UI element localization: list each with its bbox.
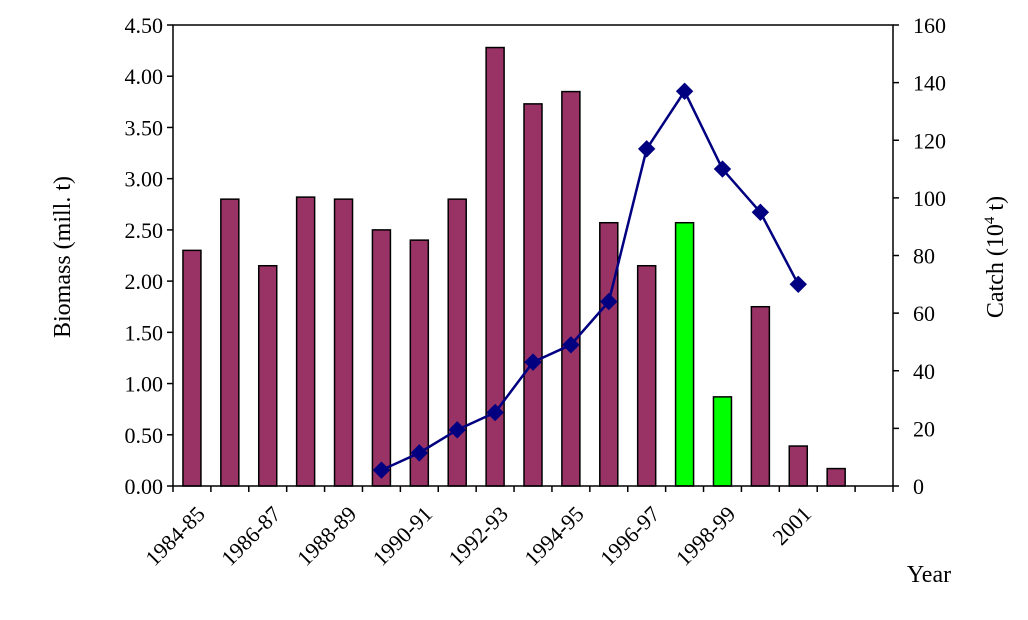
bar-1989-90 — [371, 229, 392, 487]
x-tick-label: 1996-97 — [595, 501, 665, 571]
bar-1996-97 — [636, 264, 657, 487]
bar-1993-94 — [523, 103, 543, 487]
x-tick-label: 1992-93 — [443, 501, 513, 571]
y-tick-label: 4.00 — [125, 64, 164, 89]
x-axis: 1984-85 1986-87 1988-89 1990-91 1992-93 1994-… — [140, 486, 894, 571]
y-tick-label: 3.00 — [125, 167, 164, 192]
catch-point-1992-93 — [486, 403, 504, 422]
y-tick-label: 4.50 — [125, 13, 164, 38]
catch-point-1989-90 — [372, 461, 391, 479]
catch-point-1991-92 — [448, 421, 466, 439]
bar-2001-02 — [826, 467, 846, 487]
y-tick-label: 2.50 — [125, 218, 164, 243]
bar-1985-86 — [220, 198, 240, 487]
bar-2000-01 — [788, 445, 809, 487]
x-tick-label: 1998-99 — [671, 501, 741, 571]
y-tick-label: 3.50 — [125, 115, 164, 140]
x-axis-title: Year — [907, 562, 951, 588]
y2-axis-title-sup: 4 — [982, 216, 998, 224]
y2-axis-title-suffix: t) — [983, 196, 1009, 217]
bar-1999-00 — [750, 305, 771, 487]
y-tick-label: 0.00 — [125, 474, 164, 499]
y2-axis-title-prefix: Catch (10 — [983, 224, 1009, 318]
y-tick-label: 1.50 — [125, 320, 164, 345]
y2-tick-label: 60 — [913, 301, 935, 326]
bar-1991-92 — [447, 198, 467, 487]
bars — [182, 46, 846, 487]
bar-1984-85 — [182, 249, 202, 487]
x-tick-label: 1984-85 — [140, 501, 210, 571]
catch-series — [372, 82, 807, 479]
catch-point-1990-91 — [410, 444, 429, 462]
catch-point-2000-01 — [789, 275, 807, 294]
y2-axis-title: Catch (104 t) — [982, 196, 1009, 318]
y2-tick-label: 80 — [913, 244, 935, 269]
y2-tick-label: 140 — [913, 71, 946, 96]
catch-point-1995-96 — [600, 292, 618, 311]
catch-line — [380, 88, 800, 472]
x-tick-label: 1988-89 — [292, 501, 362, 571]
y-axis-left: 0.00 0.50 1.00 1.50 2.00 2.50 3.00 3.50 4.00 4.50 — [125, 13, 173, 499]
y2-tick-label: 40 — [913, 359, 935, 384]
x-tick-label: 1986-87 — [216, 501, 286, 571]
catch-point-1999-00 — [751, 203, 770, 221]
catch-point-1994-95 — [562, 336, 580, 354]
y-axis-title: Biomass (mill. t) — [50, 176, 76, 338]
y2-tick-label: 160 — [913, 13, 946, 38]
catch-point-1993-94 — [524, 353, 542, 371]
x-tick-label: 1990-91 — [368, 501, 438, 571]
bar-1995-96 — [599, 221, 619, 487]
y2-tick-label: 100 — [913, 186, 946, 211]
y2-tick-label: 20 — [913, 416, 935, 441]
bar-1997-98 — [674, 221, 695, 487]
y2-tick-label: 0 — [913, 474, 924, 499]
catch-point-1997-98 — [675, 82, 694, 100]
y-tick-label: 0.50 — [125, 423, 164, 448]
bar-1988-89 — [333, 198, 354, 487]
bar-1998-99 — [712, 396, 733, 487]
y-tick-label: 2.00 — [125, 269, 164, 294]
bar-1986-87 — [257, 264, 278, 487]
catch-point-1998-99 — [713, 160, 732, 178]
y-tick-label: 1.00 — [125, 372, 164, 397]
catch-point-1996-97 — [637, 140, 656, 158]
y-axis-right: 0 20 40 60 80 100 120 140 160 — [893, 13, 946, 499]
bar-1994-95 — [561, 90, 581, 487]
y2-tick-label: 120 — [913, 128, 946, 153]
bar-1987-88 — [295, 196, 316, 487]
x-tick-label: 2001 — [767, 501, 816, 550]
x-tick-label: 1994-95 — [519, 501, 589, 571]
